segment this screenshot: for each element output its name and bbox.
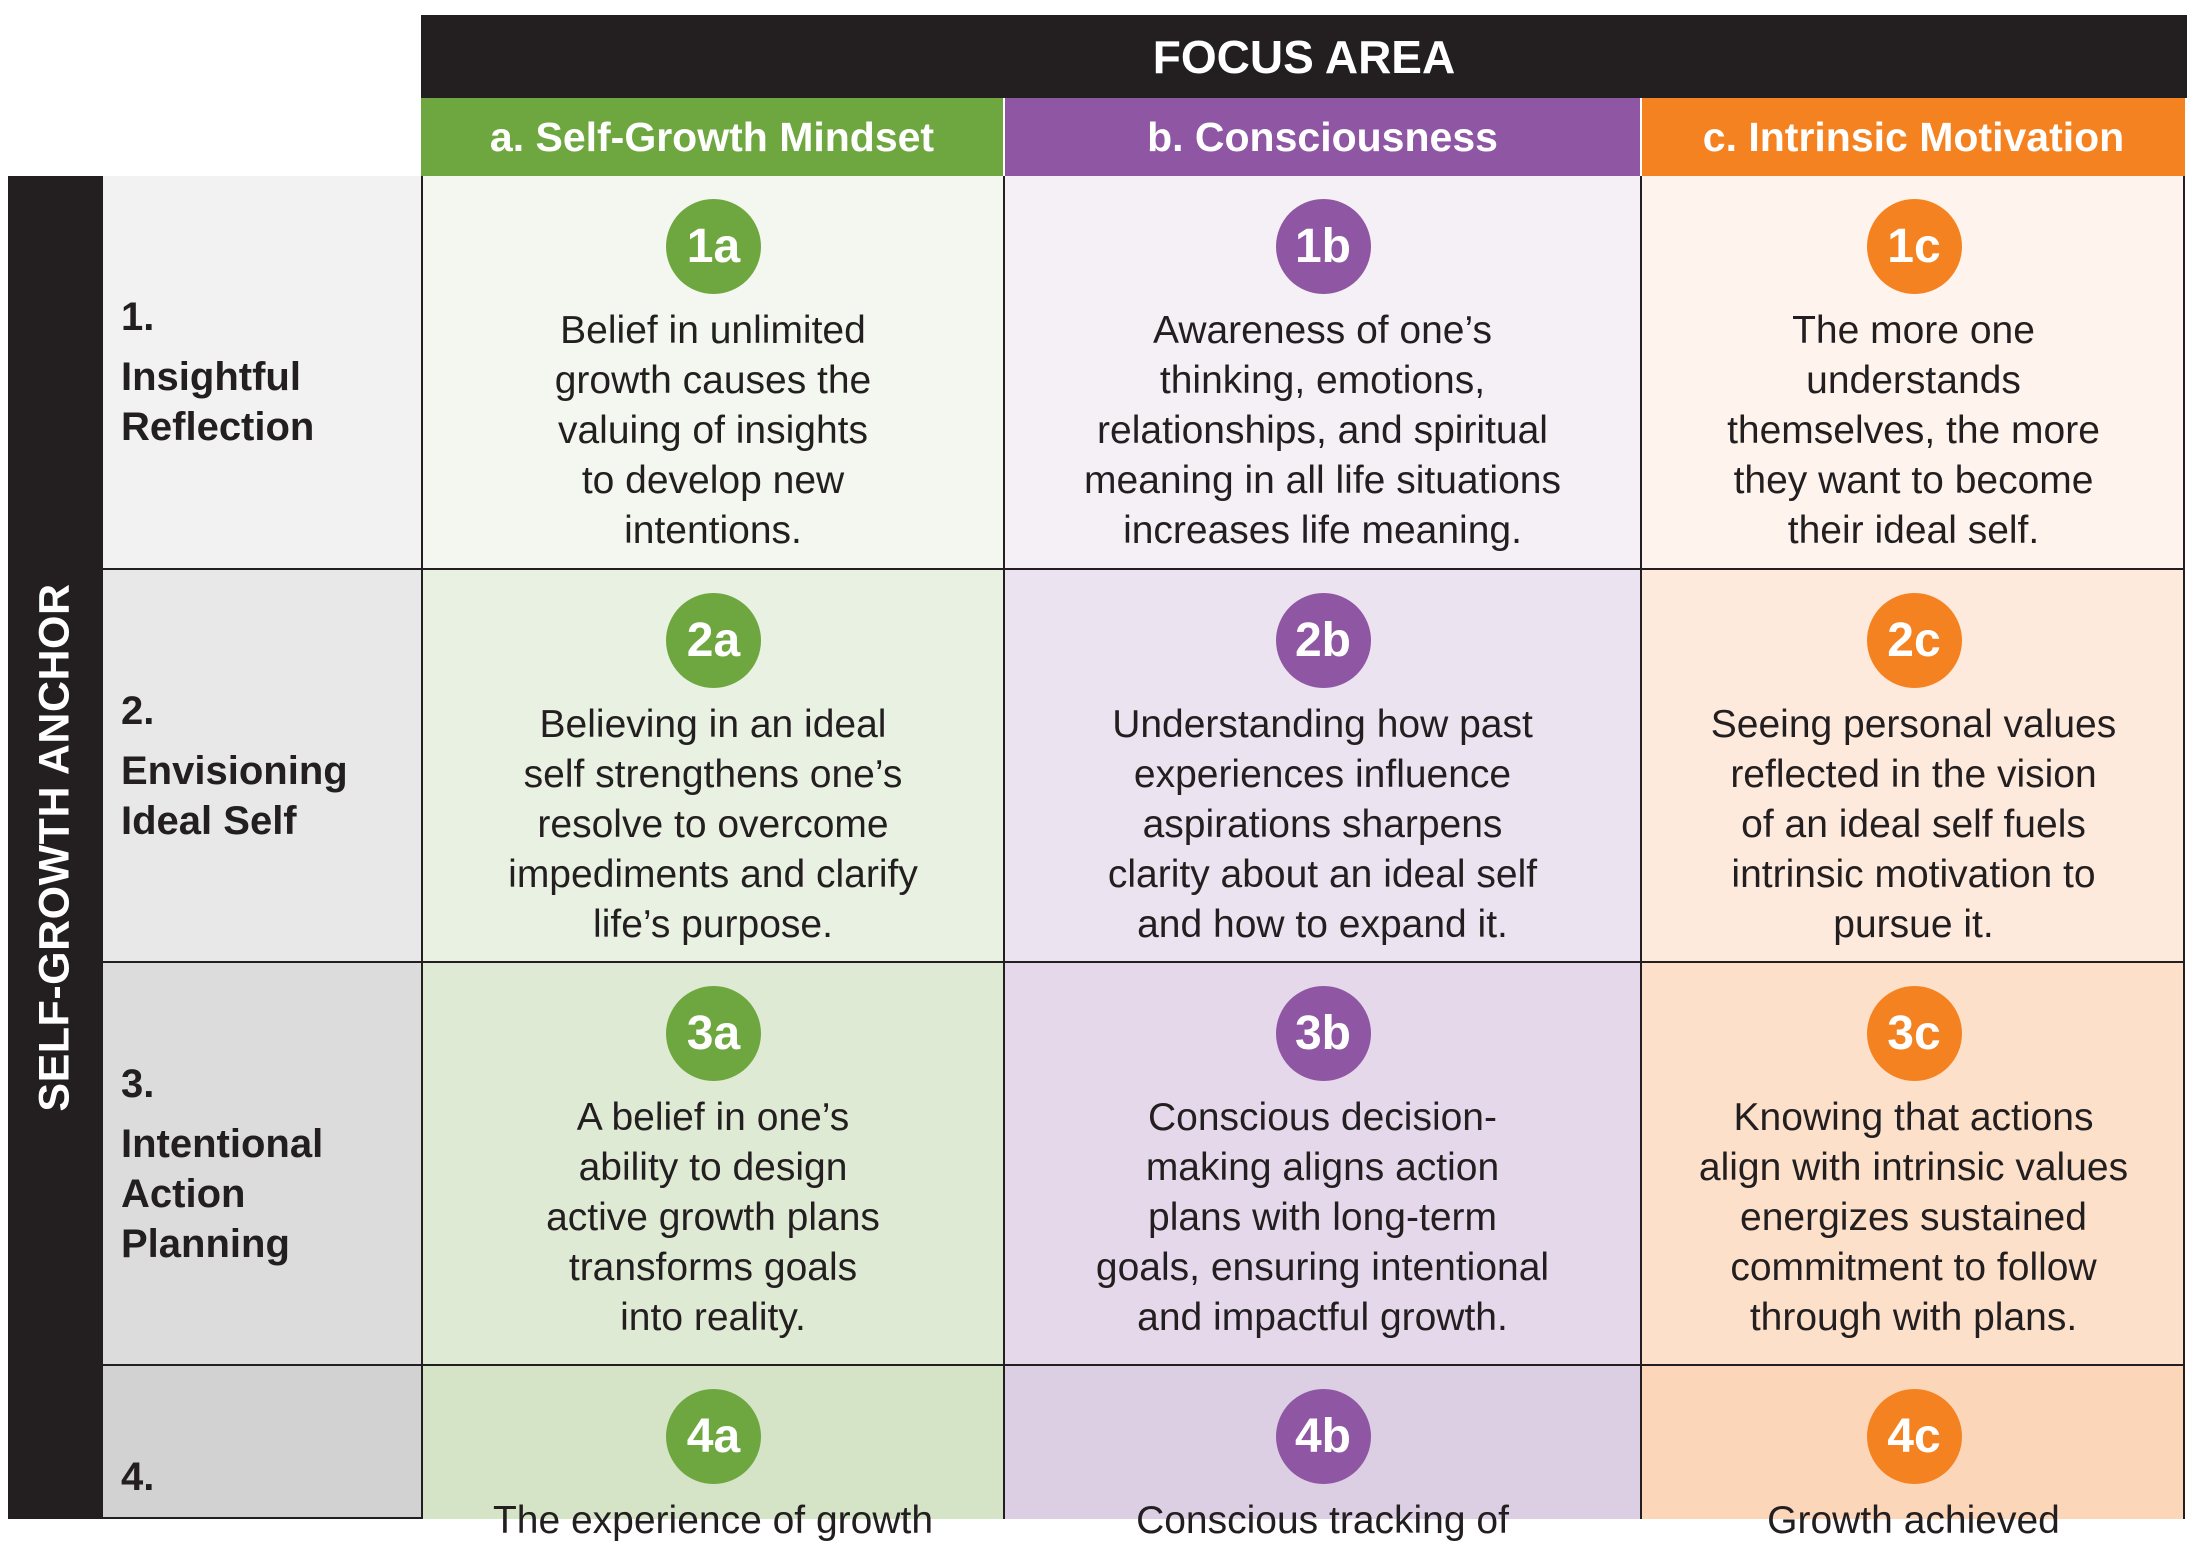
cell-text: Understanding how past experiences influ… (1107, 703, 1538, 946)
row-number: 4. (121, 1455, 155, 1499)
cell-3b: 3b Conscious decision- making aligns acti… (1003, 963, 1640, 1366)
badge-4c: 4c (1866, 1389, 1962, 1484)
row-title: Envisioning Ideal Self (121, 748, 348, 843)
cell-4b: 4b Conscious tracking of (1003, 1366, 1640, 1542)
badge-4a: 4a (666, 1389, 761, 1484)
badge-1b: 1b (1275, 199, 1371, 294)
anchor-label-text: SELF-GROWTH ANCHOR (31, 583, 80, 1112)
cell-2b: 2b Understanding how past experiences inf… (1003, 570, 1640, 963)
cell-4a: 4a The experience of growth (421, 1366, 1003, 1542)
badge-3b: 3b (1275, 986, 1371, 1081)
column-header-1: a. Self-Growth Mindset (421, 98, 1003, 176)
cell-text: The experience of growth (492, 1499, 934, 1542)
anchor-label: SELF-GROWTH ANCHOR (8, 176, 103, 1519)
cell-text: Seeing personal values reflected in the … (1710, 703, 2117, 946)
cell-text: Belief in unlimited growth causes the va… (554, 309, 872, 552)
badge-1c: 1c (1866, 199, 1962, 294)
column-header-2: b. Consciousness (1003, 98, 1640, 176)
badge-1a: 1a (666, 199, 761, 294)
row-label-4: 4. (103, 1366, 421, 1519)
focus-area-header: FOCUS AREA (421, 15, 2187, 98)
cell-1b: 1b Awareness of one’s thinking, emotions,… (1003, 176, 1640, 570)
row-title: Insightful Reflection (121, 355, 315, 449)
cell-text: The more one understands themselves, the… (1727, 309, 2100, 552)
cell-text: Believing in an ideal self strengthens o… (508, 703, 918, 946)
cell-text: Knowing that actions align with intrinsi… (1698, 1096, 2129, 1339)
badge-4b: 4b (1275, 1389, 1371, 1484)
row-number: 1. (121, 295, 155, 339)
cell-4c: 4c Growth achieved (1640, 1366, 2185, 1542)
badge-3a: 3a (666, 986, 761, 1081)
badge-2c: 2c (1866, 593, 1962, 688)
cell-1c: 1c The more one understands themselves, t… (1640, 176, 2185, 570)
cell-1a: 1a Belief in unlimited growth causes the … (421, 176, 1003, 570)
cell-3a: 3a A belief in one’s ability to design ac… (421, 963, 1003, 1366)
row-label-1: 1. Insightful Reflection (103, 176, 421, 570)
row-number: 3. (121, 1061, 155, 1106)
cell-text: Growth achieved (1767, 1499, 2060, 1542)
badge-2a: 2a (666, 593, 761, 688)
badge-3c: 3c (1866, 986, 1962, 1081)
table-right-border (2183, 176, 2185, 1519)
row-number: 2. (121, 688, 155, 733)
cell-3c: 3c Knowing that actions align with intrin… (1640, 963, 2185, 1366)
row-label-2: 2. Envisioning Ideal Self (103, 570, 421, 963)
cell-text: Conscious tracking of (1136, 1499, 1509, 1542)
cell-text: Awareness of one’s thinking, emotions, r… (1084, 309, 1561, 552)
cell-text: A belief in one’s ability to design acti… (546, 1096, 880, 1339)
cell-2c: 2c Seeing personal values reflected in th… (1640, 570, 2185, 963)
cell-text: Conscious decision- making aligns action… (1095, 1096, 1550, 1339)
cell-2a: 2a Believing in an ideal self strengthens… (421, 570, 1003, 963)
row-title: Intentional Action Planning (121, 1121, 324, 1266)
anchor-band (8, 176, 103, 1519)
column-header-3: c. Intrinsic Motivation (1640, 98, 2185, 176)
row-label-3: 3. Intentional Action Planning (103, 963, 421, 1366)
badge-2b: 2b (1275, 593, 1371, 688)
